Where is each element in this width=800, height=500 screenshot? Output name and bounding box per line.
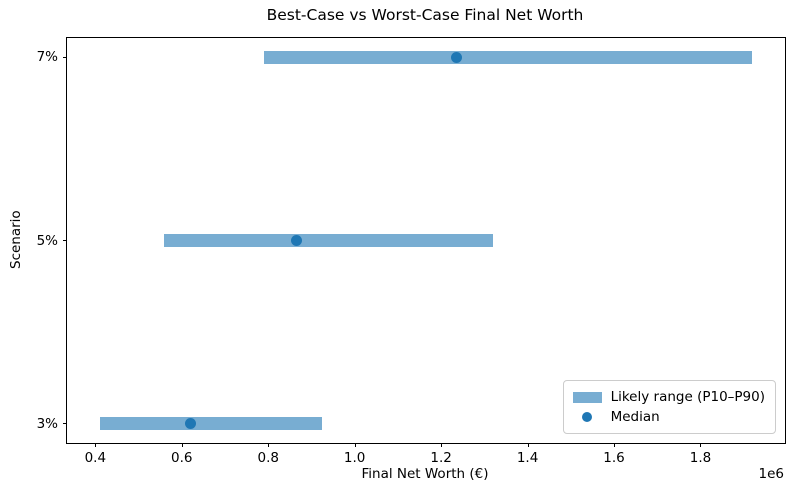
x-tick-label: 0.8 — [257, 450, 279, 466]
median-dot — [184, 418, 196, 430]
range-bar — [263, 50, 753, 64]
range-bar — [99, 417, 323, 431]
x-tick-mark — [268, 443, 270, 447]
median-dot — [450, 51, 462, 63]
median-dot — [290, 235, 302, 246]
legend-label-range: Likely range (P10–P90) — [610, 389, 765, 405]
y-tick-mark — [63, 423, 67, 425]
x-tick-mark — [95, 443, 97, 447]
x-tick-label: 1.6 — [603, 450, 625, 466]
y-tick-mark — [63, 240, 67, 241]
x-tick-label: 1.4 — [516, 450, 539, 466]
x-tick-mark — [527, 443, 529, 447]
range-bar — [164, 234, 493, 247]
x-tick-mark — [700, 443, 702, 447]
y-tick-label: 5% — [36, 232, 58, 249]
x-axis-offset-label: 1e6 — [758, 466, 784, 482]
x-tick-mark — [614, 443, 616, 447]
y-axis-label: Scenario — [8, 210, 24, 269]
x-tick-label: 1.0 — [343, 450, 366, 466]
median-dot-swatch-icon — [573, 412, 602, 422]
x-tick-mark — [181, 443, 183, 447]
x-tick-mark — [441, 443, 443, 447]
legend-item-median: Median — [573, 407, 765, 427]
x-tick-label: 0.6 — [171, 450, 193, 466]
y-tick-label: 3% — [36, 415, 58, 432]
chart-title: Best-Case vs Worst-Case Final Net Worth — [266, 6, 584, 24]
x-tick-label: 1.8 — [689, 450, 712, 466]
legend-item-range: Likely range (P10–P90) — [572, 387, 765, 407]
x-tick-label: 1.2 — [430, 450, 452, 466]
legend-label-median: Median — [610, 409, 660, 425]
plot-area: Likely range (P10–P90) Median 0.4 0.6 0.8 1… — [37, 37, 786, 466]
y-tick-mark — [63, 56, 67, 58]
range-bar-swatch-icon — [572, 391, 602, 403]
x-axis-label: Final Net Worth (€) — [361, 466, 489, 482]
legend: Likely range (P10–P90) Median — [562, 380, 776, 434]
y-tick-label: 7% — [36, 49, 58, 66]
x-tick-mark — [354, 443, 356, 447]
x-tick-label: 0.4 — [84, 450, 107, 466]
